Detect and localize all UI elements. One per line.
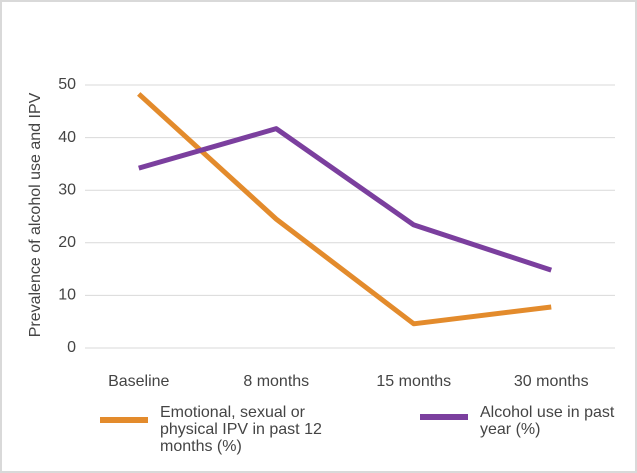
y-tick-label: 50	[58, 76, 76, 93]
y-tick-label: 30	[58, 181, 76, 198]
legend-label: Alcohol use in past year (%)	[480, 404, 615, 438]
x-tick-label: 30 months	[514, 373, 589, 390]
y-tick-label: 10	[58, 287, 76, 304]
line	[137, 92, 552, 327]
legend-label: Emotional, sexual or physical IPV in pas…	[160, 404, 322, 455]
line	[138, 126, 553, 273]
y-axis-label: Prevalence of alcohol use and IPV	[27, 92, 44, 337]
y-tick-label: 0	[67, 339, 76, 356]
x-tick-label: Baseline	[108, 373, 169, 390]
x-tick-label: 8 months	[243, 373, 309, 390]
x-tick-label: 15 months	[376, 373, 451, 390]
y-tick-label: 20	[58, 234, 76, 251]
y-tick-label: 40	[58, 129, 76, 146]
